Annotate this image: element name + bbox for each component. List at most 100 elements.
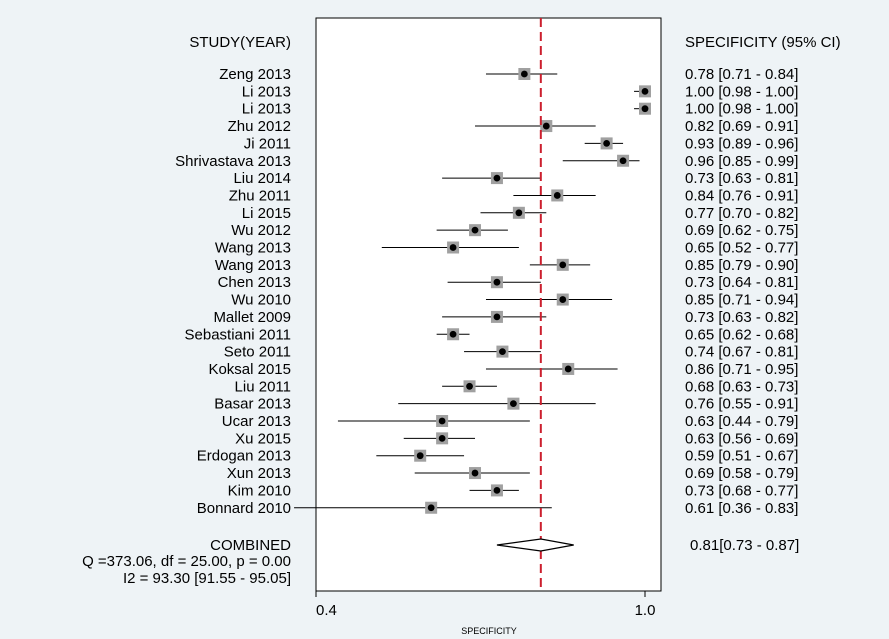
- study-label: Mallet 2009: [213, 309, 291, 326]
- study-ci-text: 0.73 [0.63 - 0.82]: [685, 309, 798, 326]
- study-ci-text: 0.73 [0.68 - 0.77]: [685, 482, 798, 499]
- study-ci-text: 0.65 [0.52 - 0.77]: [685, 240, 798, 257]
- study-ci-text: 0.69 [0.62 - 0.75]: [685, 222, 798, 239]
- study-point-estimate: [515, 209, 523, 217]
- study-ci-text: 0.59 [0.51 - 0.67]: [685, 448, 798, 465]
- study-ci-text: 1.00 [0.98 - 1.00]: [685, 101, 798, 118]
- study-row: Bonnard 2010 0.61 [0.36 - 0.83]: [197, 500, 799, 517]
- study-row: Mallet 2009 0.73 [0.63 - 0.82]: [213, 309, 798, 326]
- study-ci-text: 0.96 [0.85 - 0.99]: [685, 153, 798, 170]
- study-point-estimate: [559, 261, 567, 269]
- study-point-estimate: [641, 87, 649, 95]
- study-point-estimate: [471, 226, 479, 234]
- study-row: Shrivastava 2013 0.96 [0.85 - 0.99]: [175, 153, 798, 170]
- study-label: Zeng 2013: [219, 66, 291, 83]
- header-specificity-ci: SPECIFICITY (95% CI): [685, 34, 841, 51]
- study-point-estimate: [493, 487, 501, 494]
- study-row: Seto 2011 0.74 [0.67 - 0.81]: [224, 344, 799, 361]
- study-label: Koksal 2015: [208, 361, 291, 378]
- study-row: Liu 2011 0.68 [0.63 - 0.73]: [235, 378, 799, 395]
- study-point-estimate: [542, 122, 550, 130]
- study-row: Ji 2011 0.93 [0.89 - 0.96]: [244, 135, 799, 152]
- study-ci-text: 0.63 [0.56 - 0.69]: [685, 430, 798, 447]
- study-label: Li 2013: [242, 83, 291, 100]
- study-row: Li 2015 0.77 [0.70 - 0.82]: [242, 205, 799, 222]
- header-study-year: STUDY(YEAR): [189, 34, 291, 51]
- study-row: Xu 2015 0.63 [0.56 - 0.69]: [235, 430, 798, 447]
- study-ci-text: 0.78 [0.71 - 0.84]: [685, 66, 798, 83]
- study-ci-text: 0.69 [0.58 - 0.79]: [685, 465, 798, 482]
- study-label: Bonnard 2010: [197, 500, 291, 517]
- study-ci-text: 0.65 [0.62 - 0.68]: [685, 326, 798, 343]
- study-label: Basar 2013: [214, 396, 291, 413]
- study-label: Wang 2013: [215, 240, 291, 257]
- study-point-estimate: [493, 174, 501, 182]
- study-label: Xu 2015: [235, 430, 291, 447]
- study-row: Xun 2013 0.69 [0.58 - 0.79]: [227, 465, 799, 482]
- study-ci-text: 0.85 [0.79 - 0.90]: [685, 257, 798, 274]
- study-label: Ji 2011: [244, 135, 291, 152]
- study-label: Liu 2014: [233, 170, 291, 187]
- study-point-estimate: [564, 365, 572, 373]
- study-rows: Zeng 2013 0.78 [0.71 - 0.84] Li 2013 1.00 […: [175, 66, 798, 517]
- study-label: Shrivastava 2013: [175, 153, 291, 170]
- study-label: Wu 2012: [231, 222, 291, 239]
- study-label: Seto 2011: [224, 344, 291, 361]
- study-row: Chen 2013 0.73 [0.64 - 0.81]: [218, 274, 799, 291]
- study-point-estimate: [641, 105, 649, 113]
- heterogeneity-i2: I2 = 93.30 [91.55 - 95.05]: [123, 570, 291, 587]
- study-row: Kim 2010 0.73 [0.68 - 0.77]: [228, 482, 799, 499]
- study-row: Zeng 2013 0.78 [0.71 - 0.84]: [219, 66, 798, 83]
- study-row: Ucar 2013 0.63 [0.44 - 0.79]: [222, 413, 799, 430]
- study-row: Liu 2014 0.73 [0.63 - 0.81]: [233, 170, 798, 187]
- study-point-estimate: [471, 469, 479, 477]
- study-point-estimate: [438, 434, 446, 442]
- combined-ci-text: 0.81[0.73 - 0.87]: [690, 537, 799, 554]
- study-ci-text: 0.86 [0.71 - 0.95]: [685, 361, 798, 378]
- study-point-estimate: [438, 417, 446, 425]
- combined-row: COMBINED 0.81[0.73 - 0.87] Q =373.06, df…: [82, 537, 799, 587]
- study-ci-text: 0.76 [0.55 - 0.91]: [685, 396, 798, 413]
- study-label: Chen 2013: [218, 274, 291, 291]
- study-ci-text: 0.73 [0.64 - 0.81]: [685, 274, 798, 291]
- study-row: Li 2013 1.00 [0.98 - 1.00]: [242, 83, 799, 100]
- study-row: Wu 2012 0.69 [0.62 - 0.75]: [231, 222, 798, 239]
- study-ci-text: 0.73 [0.63 - 0.81]: [685, 170, 798, 187]
- study-row: Li 2013 1.00 [0.98 - 1.00]: [242, 101, 799, 118]
- study-row: Wang 2013 0.65 [0.52 - 0.77]: [215, 240, 799, 257]
- study-point-estimate: [499, 348, 506, 355]
- study-row: Zhu 2011 0.84 [0.76 - 0.91]: [229, 187, 799, 204]
- study-point-estimate: [493, 313, 501, 321]
- study-point-estimate: [449, 330, 457, 338]
- study-ci-text: 0.77 [0.70 - 0.82]: [685, 205, 798, 222]
- combined-diamond: [496, 538, 574, 552]
- heterogeneity-q: Q =373.06, df = 25.00, p = 0.00: [82, 553, 291, 570]
- study-point-estimate: [619, 157, 627, 165]
- combined-label: COMBINED: [210, 537, 291, 554]
- study-ci-text: 0.61 [0.36 - 0.83]: [685, 500, 798, 517]
- study-point-estimate: [449, 244, 457, 251]
- study-point-estimate: [427, 504, 435, 512]
- x-axis-label: SPECIFICITY: [461, 626, 517, 636]
- study-label: Liu 2011: [235, 378, 291, 395]
- study-ci-text: 0.63 [0.44 - 0.79]: [685, 413, 798, 430]
- study-row: Zhu 2012 0.82 [0.69 - 0.91]: [228, 118, 799, 135]
- x-tick-label-1-0: 1.0: [635, 602, 656, 619]
- study-ci-text: 0.85 [0.71 - 0.94]: [685, 292, 798, 309]
- study-point-estimate: [603, 140, 611, 147]
- study-label: Zhu 2012: [228, 118, 291, 135]
- plot-area: [315, 17, 662, 592]
- study-label: Ucar 2013: [222, 413, 291, 430]
- study-label: Xun 2013: [227, 465, 291, 482]
- study-ci-text: 0.74 [0.67 - 0.81]: [685, 344, 798, 361]
- study-point-estimate: [466, 382, 473, 390]
- study-point-estimate: [559, 296, 567, 303]
- study-row: Basar 2013 0.76 [0.55 - 0.91]: [214, 396, 798, 413]
- study-label: Sebastiani 2011: [185, 326, 291, 343]
- study-label: Kim 2010: [228, 482, 291, 499]
- study-ci-text: 0.93 [0.89 - 0.96]: [685, 135, 798, 152]
- study-ci-text: 1.00 [0.98 - 1.00]: [685, 83, 798, 100]
- study-label: Li 2015: [242, 205, 291, 222]
- study-row: Sebastiani 2011 0.65 [0.62 - 0.68]: [185, 326, 799, 343]
